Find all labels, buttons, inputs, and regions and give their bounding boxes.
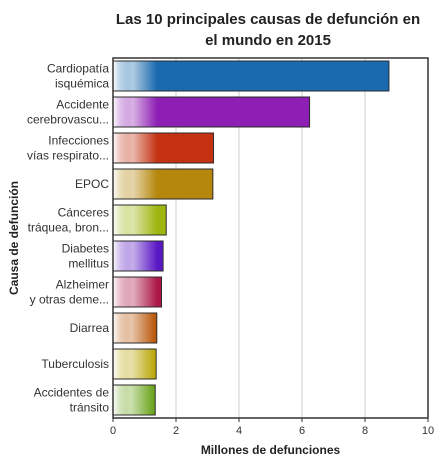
category-label: EPOC: [75, 177, 109, 191]
x-tick-label: 4: [236, 425, 242, 437]
category-label: Diabetes: [62, 242, 109, 256]
category-label: Cardiopatía: [47, 62, 109, 76]
category-label: Accidentes de: [34, 386, 110, 400]
x-tick-label: 0: [110, 425, 116, 437]
category-label: cerebrovascu...: [27, 113, 109, 127]
x-axis-title: Millones de defunciones: [201, 443, 341, 457]
chart-title: Las 10 principales causas de defunción e…: [116, 11, 420, 49]
x-tick-label: 10: [422, 425, 434, 437]
bar: [112, 60, 390, 92]
y-axis-title: Causa de defunción: [7, 181, 21, 295]
category-label: vías respirato...: [27, 149, 109, 163]
bars: [112, 60, 390, 416]
bar: [112, 132, 214, 164]
category-label: tránsito: [70, 401, 110, 415]
category-label: Cánceres: [58, 206, 109, 220]
x-tick-label: 6: [299, 425, 305, 437]
bar: [112, 240, 164, 272]
bar: [112, 168, 214, 200]
category-label: Diarrea: [70, 321, 110, 335]
category-label: tráquea, bron...: [28, 221, 109, 235]
x-tick-labels: 0 2 4 6 8 10: [110, 418, 434, 437]
category-label: Alzheimer: [56, 278, 109, 292]
bar: [112, 312, 158, 344]
x-tick-label: 8: [362, 425, 368, 437]
x-tick-label: 2: [173, 425, 179, 437]
category-label: mellitus: [68, 257, 109, 271]
bar: [112, 348, 157, 380]
bar: [112, 96, 311, 128]
bar: [112, 384, 156, 416]
chart-title-line: Las 10 principales causas de defunción e…: [116, 11, 420, 28]
category-label: Tuberculosis: [41, 357, 109, 371]
category-label: Infecciones: [48, 134, 109, 148]
plot-border: [112, 57, 429, 419]
category-label: isquémica: [55, 77, 109, 91]
category-label: Accidente: [56, 98, 109, 112]
bar: [112, 204, 167, 236]
category-label: y otras deme...: [30, 293, 109, 307]
chart-title-line: el mundo en 2015: [205, 32, 331, 49]
bar: [112, 276, 163, 308]
